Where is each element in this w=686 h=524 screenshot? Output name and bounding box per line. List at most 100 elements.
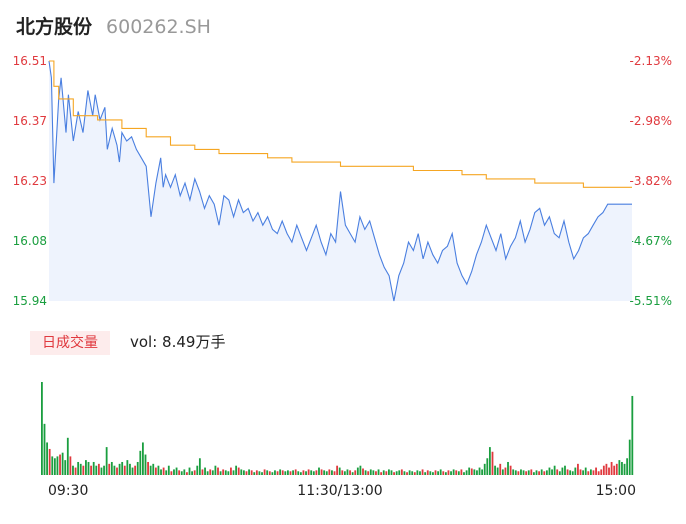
volume-bar xyxy=(108,463,111,475)
volume-bar xyxy=(209,469,212,475)
volume-bar xyxy=(82,465,85,475)
volume-bar xyxy=(517,471,520,475)
volume-bar xyxy=(144,454,147,475)
volume-bar xyxy=(245,471,248,475)
volume-bar xyxy=(369,469,372,475)
volume-bar xyxy=(375,471,377,475)
volume-bar xyxy=(87,461,90,475)
volume-bar xyxy=(535,470,538,475)
volume-bar xyxy=(237,467,240,475)
volume-bar xyxy=(323,470,326,475)
volume-bar xyxy=(297,471,300,475)
volume-bar xyxy=(160,469,162,475)
volume-bar xyxy=(77,461,80,475)
volume-bar xyxy=(564,465,566,475)
volume-bar xyxy=(346,469,349,475)
volume-bar xyxy=(455,470,458,475)
volume-bar xyxy=(248,469,250,475)
volume-bar xyxy=(186,472,188,475)
volume-bar xyxy=(331,470,333,475)
volume-bar xyxy=(426,470,429,475)
volume-bar xyxy=(602,465,605,475)
volume-bar xyxy=(488,447,491,475)
volume-bar xyxy=(626,458,629,475)
volume-bar xyxy=(411,471,414,475)
volume-bar xyxy=(416,470,419,475)
volume-bar xyxy=(123,465,126,475)
price-line xyxy=(48,60,632,302)
price-area xyxy=(49,61,632,301)
volume-bar xyxy=(579,469,582,475)
volume-bar xyxy=(548,467,551,475)
volume-bar xyxy=(595,467,597,475)
y-tick-left: 16.51 xyxy=(13,54,47,68)
volume-bar xyxy=(312,471,315,475)
volume-bar xyxy=(561,467,564,475)
volume-bar xyxy=(198,458,201,475)
volume-bar xyxy=(74,467,77,475)
volume-bar xyxy=(167,465,170,475)
volume-badge[interactable]: 日成交量 xyxy=(30,331,110,355)
volume-bar xyxy=(582,470,585,475)
volume-bar xyxy=(571,471,574,475)
volume-bar xyxy=(509,465,512,475)
volume-bar xyxy=(66,437,69,475)
volume-bar xyxy=(85,460,87,475)
volume-bar xyxy=(289,471,292,475)
volume-bar xyxy=(613,465,616,475)
y-tick-left: 16.08 xyxy=(13,234,47,248)
volume-bar xyxy=(538,471,540,475)
volume-bar xyxy=(79,463,82,475)
volume-bar xyxy=(545,470,548,475)
volume-bar xyxy=(377,469,380,475)
volume-bar xyxy=(372,470,375,475)
volume-bar xyxy=(349,470,351,475)
volume-bar xyxy=(452,469,455,475)
volume-bar xyxy=(61,452,64,475)
volume-bar xyxy=(51,456,54,475)
volume-bar xyxy=(69,456,72,475)
volume-bar xyxy=(113,465,116,475)
volume-bar xyxy=(180,471,183,475)
volume-bar xyxy=(149,465,152,475)
volume-bar xyxy=(90,465,93,475)
volume-bar xyxy=(504,467,507,475)
volume-bar xyxy=(551,469,553,475)
volume-bar xyxy=(610,461,613,475)
volume-bar xyxy=(105,447,108,475)
volume-bar xyxy=(553,465,556,475)
volume-bar xyxy=(219,471,222,475)
volume-bar xyxy=(157,465,160,475)
volume-bar xyxy=(253,472,256,475)
volume-bar xyxy=(56,456,59,475)
volume-bar xyxy=(292,470,294,475)
volume-bar xyxy=(240,469,243,475)
volume-bar xyxy=(276,471,279,475)
volume-bar xyxy=(307,469,310,475)
volume-bar xyxy=(429,471,432,475)
y-tick-left: 16.37 xyxy=(13,114,47,128)
volume-bar xyxy=(320,469,323,475)
volume-bar xyxy=(367,471,370,475)
volume-total: vol: 8.49万手 xyxy=(130,333,226,351)
volume-bar xyxy=(432,472,434,475)
y-tick-right: -2.13% xyxy=(630,54,672,68)
volume-bar xyxy=(232,470,235,475)
volume-bar xyxy=(615,463,618,475)
volume-bar xyxy=(413,472,416,475)
volume-bar xyxy=(59,454,61,475)
volume-bar xyxy=(592,470,595,475)
volume-bar xyxy=(473,469,476,475)
volume-bar xyxy=(242,470,245,475)
volume-bar xyxy=(442,471,445,475)
volume-bar xyxy=(224,470,227,475)
volume-bar xyxy=(362,468,364,475)
volume-bar xyxy=(457,471,460,475)
volume-bar xyxy=(434,470,437,475)
volume-bar xyxy=(584,467,587,475)
stock-code: 600262.SH xyxy=(106,16,211,38)
volume-bar xyxy=(605,463,608,475)
volume-bar xyxy=(95,465,98,475)
volume-bar xyxy=(110,461,113,475)
volume-bar xyxy=(483,463,486,475)
